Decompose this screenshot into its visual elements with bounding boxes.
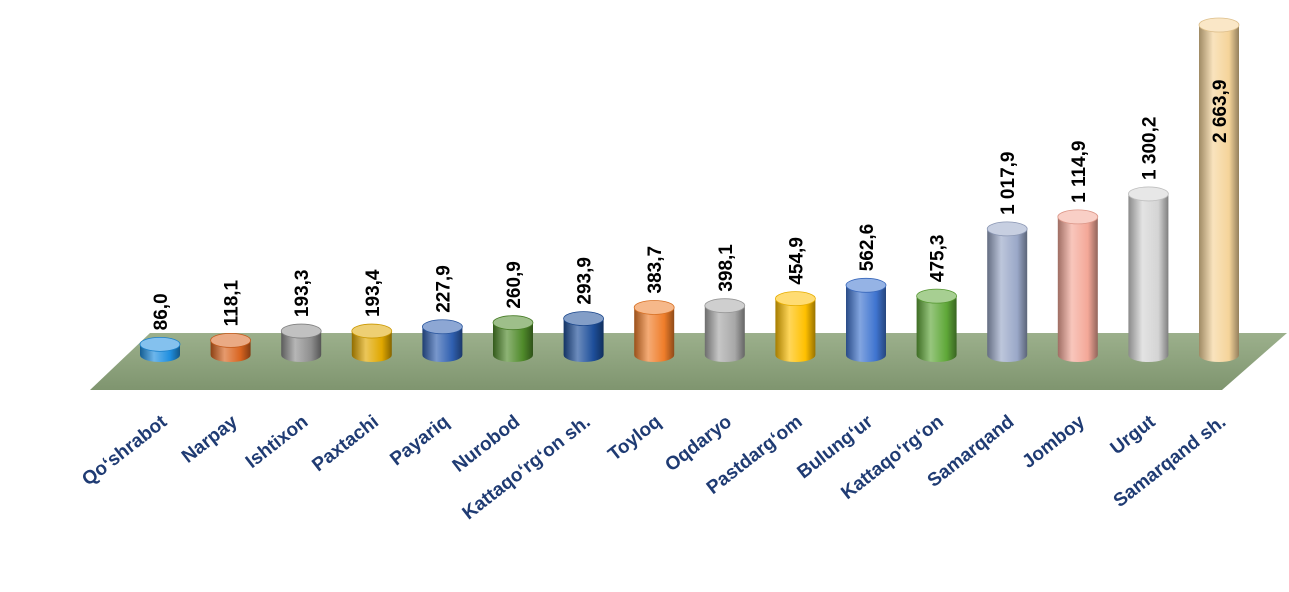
category-label: Qo‘shrabot <box>78 411 171 490</box>
value-label: 193,4 <box>363 269 384 317</box>
category-label: Payariq <box>386 411 453 470</box>
bar-top <box>845 277 887 293</box>
bar <box>492 315 534 362</box>
bar-top <box>210 332 252 348</box>
value-label: 118,1 <box>222 279 243 326</box>
category-label: Kattaqo‘rg‘on sh. <box>459 411 595 524</box>
bar <box>210 332 252 362</box>
bar-body <box>563 318 604 362</box>
value-labels: 86,0 118,1 193,3 193,4 227,9 260,9 293,9 383,7 3… <box>151 80 1231 331</box>
bar <box>139 336 181 362</box>
bar-top <box>704 298 746 314</box>
bar-top <box>421 319 463 335</box>
bar-top <box>563 311 604 326</box>
bar-body <box>281 331 322 362</box>
bar-body <box>422 326 463 362</box>
category-label: Toyloq <box>604 411 665 465</box>
value-label: 383,7 <box>645 246 666 294</box>
bar <box>775 291 816 362</box>
bar <box>563 311 604 362</box>
bar <box>916 288 957 362</box>
bars <box>139 17 1240 362</box>
category-label: Narpay <box>178 411 242 467</box>
value-label: 227,9 <box>433 265 454 313</box>
value-label: 260,9 <box>504 261 525 309</box>
value-label: 398,1 <box>716 244 737 292</box>
bar-top <box>1128 186 1169 202</box>
bar-body <box>1057 216 1098 362</box>
bar-body <box>351 331 392 362</box>
value-label: 293,9 <box>575 257 596 305</box>
value-label: 86,0 <box>151 293 172 330</box>
bar-top <box>492 315 534 331</box>
value-label: 475,3 <box>928 235 949 283</box>
bar-body <box>634 307 675 362</box>
bar <box>704 298 746 362</box>
bar-body <box>846 285 886 362</box>
value-label: 2 663,9 <box>1210 80 1231 143</box>
bar-top <box>1057 209 1099 225</box>
bar <box>1057 209 1099 362</box>
bar-top <box>1198 17 1240 33</box>
bar-top <box>280 323 322 339</box>
bar-body <box>775 298 816 362</box>
bar-top <box>986 221 1028 237</box>
chart-floor <box>90 333 1287 390</box>
bar-body <box>1199 25 1239 362</box>
bar-body <box>1128 193 1169 362</box>
category-label: Ishtixon <box>242 411 312 472</box>
bar-body <box>704 305 745 362</box>
bar-body <box>987 228 1028 362</box>
bar-top <box>775 291 816 307</box>
bar-body <box>493 322 533 362</box>
value-label: 193,3 <box>292 270 313 318</box>
bar-top <box>351 323 393 339</box>
bar <box>280 323 322 362</box>
category-label: Jomboy <box>1019 411 1090 473</box>
bar <box>351 323 393 362</box>
bar <box>421 319 463 362</box>
value-label: 1 300,2 <box>1139 117 1160 180</box>
value-label: 1 114,9 <box>1069 141 1090 203</box>
bar-top <box>633 300 675 315</box>
bar-body <box>916 296 957 362</box>
bar <box>1198 17 1240 362</box>
bar <box>633 300 675 362</box>
bar <box>986 221 1028 362</box>
category-label: Urgut <box>1107 411 1160 459</box>
bar <box>1128 186 1169 362</box>
category-label: Paxtachi <box>308 411 383 476</box>
bar <box>845 277 887 362</box>
bar-top <box>916 288 957 304</box>
value-label: 562,6 <box>857 224 878 272</box>
value-label: 1 017,9 <box>998 151 1019 214</box>
floor-plane <box>90 333 1287 390</box>
value-label: 454,9 <box>786 237 807 285</box>
bar-top <box>139 336 181 352</box>
